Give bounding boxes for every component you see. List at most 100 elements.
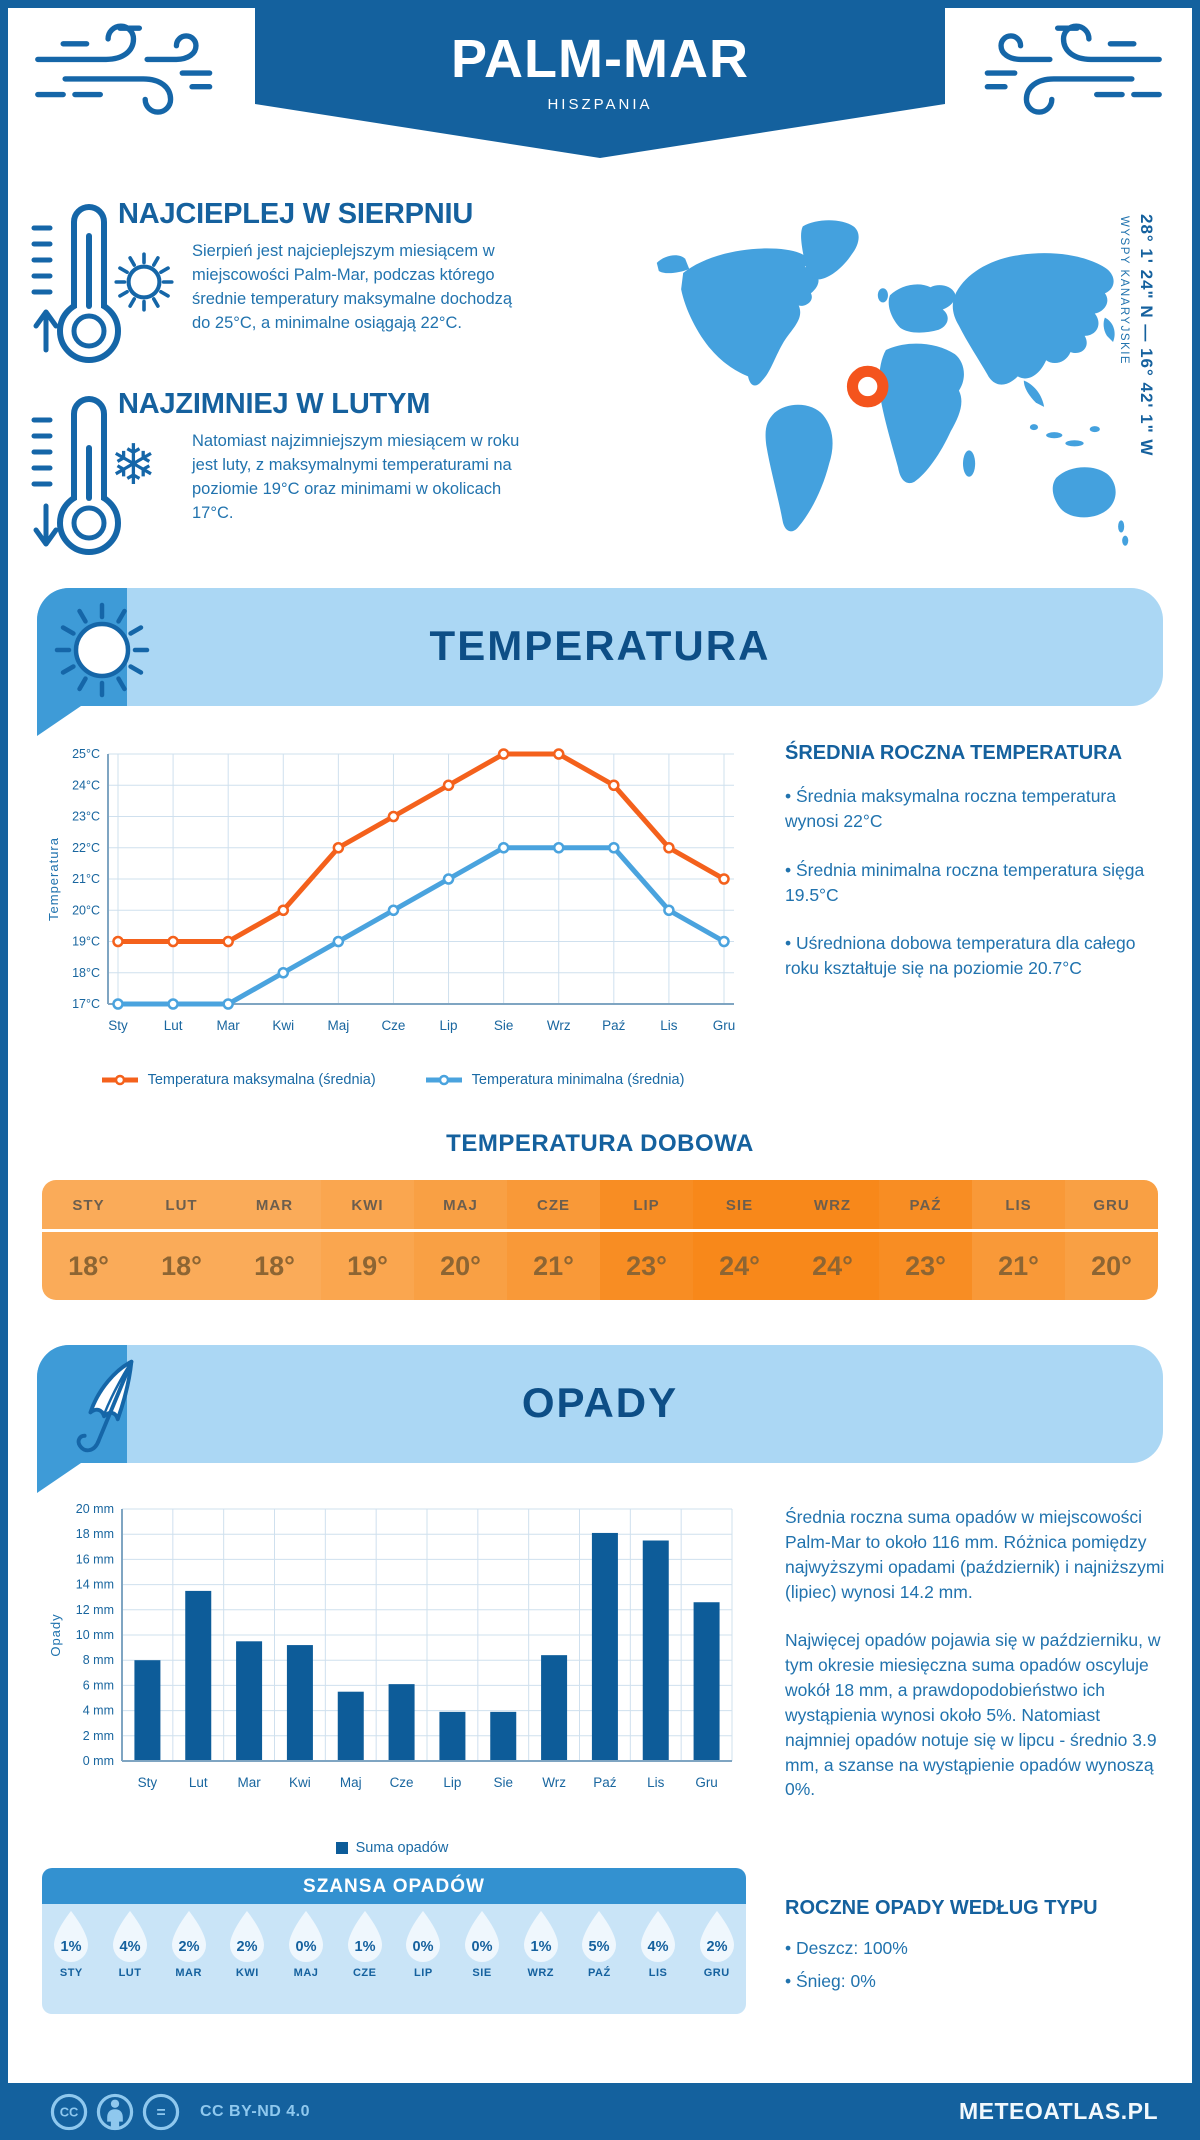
rain-chance-month: MAR (175, 1967, 202, 1979)
legend-min-label: Temperatura minimalna (średnia) (471, 1072, 685, 1088)
location-marker (846, 365, 889, 408)
svg-text:1%: 1% (530, 1939, 551, 1955)
droplet-icon: 0% (465, 1911, 500, 1962)
svg-text:6 mm: 6 mm (83, 1678, 114, 1692)
header-banner: PALM-MAR HISZPANIA (255, 8, 945, 158)
legend-item-sum: Suma opadów (335, 1840, 449, 1856)
svg-text:Lis: Lis (647, 1775, 665, 1790)
svg-text:14 mm: 14 mm (76, 1578, 114, 1592)
page-border-top (0, 0, 1200, 8)
cc-icon: CC (60, 2104, 79, 2119)
svg-text:21°C: 21°C (72, 872, 100, 886)
rain-chance-item: 0% LIP (394, 1904, 453, 2014)
svg-text:Opady: Opady (48, 1613, 63, 1656)
legend-item-min: Temperatura minimalna (średnia) (424, 1072, 685, 1088)
svg-text:4%: 4% (648, 1939, 669, 1955)
svg-text:Kwi: Kwi (289, 1775, 311, 1790)
rain-chance-item: 1% CZE (335, 1904, 394, 2014)
svg-text:2%: 2% (706, 1939, 727, 1955)
droplet-icon: 2% (171, 1911, 206, 1962)
map-coordinates: 28° 1' 24" N — 16° 42' 1" W (1137, 214, 1156, 457)
daily-temp-value: 18° (254, 1250, 295, 1281)
svg-text:2%: 2% (237, 1939, 258, 1955)
legend-sum-label: Suma opadów (355, 1840, 449, 1856)
svg-text:4 mm: 4 mm (83, 1704, 114, 1718)
daily-temp-month: LIP (600, 1180, 693, 1232)
rain-chance-month: LIS (648, 1967, 668, 1979)
legend-max-marker (101, 1074, 138, 1086)
daily-temp-value: 23° (905, 1250, 946, 1281)
page-title: PALM-MAR (451, 29, 749, 89)
legend-max-label: Temperatura maksymalna (średnia) (147, 1072, 376, 1088)
coldest-text: Natomiast najzimniejszym miesiącem w rok… (192, 432, 520, 522)
temperature-section-banner: TEMPERATURA (37, 588, 1163, 706)
daily-temp-month: MAR (228, 1180, 321, 1232)
svg-text:17°C: 17°C (72, 997, 100, 1011)
svg-text:0 mm: 0 mm (83, 1754, 114, 1768)
daily-temp-month: LIS (972, 1180, 1065, 1232)
daily-temp-cell: PAŹ 23° (879, 1180, 972, 1300)
svg-text:2%: 2% (178, 1939, 199, 1955)
droplet-icon: 1% (347, 1911, 382, 1962)
droplet-icon: 4% (113, 1911, 147, 1962)
daily-temp-value: 21° (533, 1250, 574, 1281)
precip-type-bullet: • Deszcz: 100% (785, 1938, 908, 1958)
droplet-icon: 4% (641, 1911, 676, 1962)
daily-temp-cell: SIE 24° (693, 1180, 786, 1300)
daily-temp-cell: CZE 21° (507, 1180, 600, 1300)
svg-text:Maj: Maj (327, 1018, 349, 1033)
daily-temp-cell: MAR 18° (228, 1180, 321, 1300)
precipitation-section-banner: OPADY (37, 1345, 1163, 1463)
svg-text:1%: 1% (61, 1939, 82, 1955)
rain-chance-item: 2% KWI (218, 1904, 277, 2014)
rain-chance-row: 1% STY 4% LUT 2% MAR 2% KWI 0% MAJ 1% CZE 0% LIP 0% SIE… (42, 1904, 746, 2014)
svg-text:10 mm: 10 mm (76, 1628, 114, 1642)
svg-text:18 mm: 18 mm (76, 1527, 114, 1541)
daily-temp-title: TEMPERATURA DOBOWA (446, 1130, 754, 1157)
daily-temp-month: PAŹ (879, 1180, 972, 1232)
daily-temp-value: 20° (1091, 1250, 1132, 1281)
thermometer-up-icon (31, 204, 121, 363)
svg-text:Mar: Mar (237, 1775, 261, 1790)
footer-site[interactable]: METEOATLAS.PL (958, 2098, 1158, 2124)
precipitation-paragraph: Najwięcej opadów pojawia się w październ… (785, 1630, 1161, 1800)
droplet-icon: 0% (406, 1911, 441, 1962)
rain-chance-month: LIP (414, 1967, 433, 1979)
warmest-text: Sierpień jest najcieplejszym miesiącem w… (192, 242, 513, 332)
svg-text:1%: 1% (354, 1939, 375, 1955)
rain-chance-item: 5% PAŹ (570, 1904, 629, 2014)
svg-text:Sty: Sty (108, 1018, 128, 1033)
daily-temp-value: 18° (161, 1250, 202, 1281)
svg-text:4%: 4% (120, 1939, 141, 1955)
svg-text:20°C: 20°C (72, 903, 100, 917)
rain-chance-item: 4% LIS (629, 1904, 688, 2014)
rain-chance-month: GRU (703, 1967, 730, 1979)
precipitation-text: Średnia roczna suma opadów w miejscowośc… (785, 1505, 1165, 1802)
daily-temp-value: 20° (440, 1250, 481, 1281)
wind-icon (35, 23, 213, 115)
precipitation-chart: 0 mm 2 mm 4 mm 6 mm 8 mm 10 mm 12 mm 14 mm 16 mm… (48, 1502, 733, 1790)
rain-chance-month: PAŹ (588, 1967, 611, 1979)
rain-chance-month: KWI (235, 1967, 259, 1979)
droplet-icon: 2% (699, 1911, 734, 1962)
svg-text:25°C: 25°C (72, 747, 100, 761)
daily-temp-value: 24° (812, 1250, 853, 1281)
rain-chance-item: 1% WRZ (511, 1904, 570, 2014)
rain-chance-item: 0% MAJ (277, 1904, 336, 2014)
daily-temp-cell: GRU 20° (1065, 1180, 1158, 1300)
banner-tail (37, 706, 81, 736)
svg-text:Temperatura: Temperatura (46, 837, 61, 921)
precip-type-title: ROCZNE OPADY WEDŁUG TYPU (785, 1897, 1098, 1919)
wind-icon (984, 23, 1162, 115)
daily-temp-cell: MAJ 20° (414, 1180, 507, 1300)
droplet-icon: 1% (54, 1911, 89, 1962)
temperature-legend: Temperatura maksymalna (średnia) Tempera… (42, 1072, 742, 1088)
svg-text:Lut: Lut (189, 1775, 208, 1790)
svg-text:Sty: Sty (138, 1775, 158, 1790)
daily-temp-month: STY (42, 1180, 135, 1232)
svg-text:Maj: Maj (340, 1775, 362, 1790)
page-subtitle: HISZPANIA (547, 96, 653, 113)
daily-temp-value: 23° (626, 1250, 667, 1281)
snowflake-icon: ❄ (110, 433, 157, 498)
